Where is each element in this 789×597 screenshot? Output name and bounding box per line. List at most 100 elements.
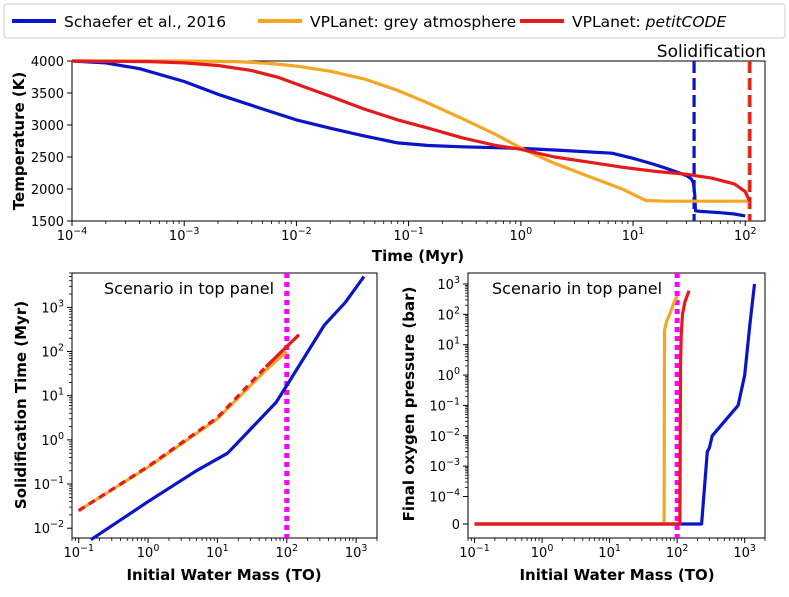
top-series-line: [71, 59, 746, 218]
bl-xtick-label-base: 10: [137, 546, 154, 561]
bl-ytick-label-base: 10: [33, 478, 50, 493]
top-xtick-label-exp: −4: [73, 226, 87, 237]
bl-xtick-label: 101: [206, 543, 229, 561]
bl-ytick-label-exp: 0: [58, 431, 64, 442]
legend-label-petitcode-prefix: VPLanet:: [572, 13, 646, 31]
panel-oxygen-pressure: Initial Water Mass (TO) Final oxygen pre…: [400, 272, 766, 584]
bl-xtick-label-exp: 2: [292, 543, 298, 554]
bl-scenario-annotation: Scenario in top panel: [104, 279, 274, 298]
top-xtick-label-base: 10: [57, 229, 74, 244]
top-xtick-label: 102: [734, 226, 757, 244]
bl-xtick-label-base: 10: [345, 546, 362, 561]
plot-area-bottom-right: [467, 272, 766, 539]
br-ytick-label-exp: −3: [446, 457, 460, 468]
bl-ytick-label-exp: −2: [50, 519, 64, 530]
bl-xlabel: Initial Water Mass (TO): [126, 566, 321, 584]
top-ytick-label: 1500: [31, 215, 64, 230]
br-ytick-label-base: 10: [437, 339, 454, 354]
br-ytick-label-base: 10: [429, 399, 446, 414]
top-series-line: [72, 59, 750, 203]
bl-series-line: [90, 275, 366, 542]
bl-ytick-label-exp: 2: [58, 343, 64, 354]
bl-xtick-label-base: 10: [206, 546, 223, 561]
br-xtick-label: 10−1: [459, 543, 490, 561]
br-ytick-label-base: 10: [429, 430, 446, 445]
top-xtick-label-base: 10: [510, 229, 527, 244]
top-xtick-label-base: 10: [393, 229, 410, 244]
br-scenario-annotation: Scenario in top panel: [492, 279, 662, 298]
bl-ytick-label-exp: 3: [58, 298, 64, 309]
bl-ytick-label-base: 10: [33, 522, 50, 537]
br-ytick-label-base: 0: [452, 518, 460, 533]
top-ytick-label: 2500: [31, 151, 64, 166]
br-xtick-label-exp: 2: [682, 543, 688, 554]
bl-xtick-label: 102: [275, 543, 298, 561]
top-xtick-label-exp: 1: [638, 226, 644, 237]
bl-xtick-label: 10−1: [63, 543, 94, 561]
br-ytick-label-base: 10: [437, 278, 454, 293]
br-ytick-label-exp: 3: [454, 275, 460, 286]
top-xtick-label-exp: −3: [185, 226, 199, 237]
top-ylabel: Temperature (K): [10, 72, 28, 210]
bl-ytick-label: 103: [41, 298, 64, 316]
bl-series-line: [77, 333, 301, 512]
top-xtick-label-base: 10: [169, 229, 186, 244]
bl-ytick-label-exp: −1: [50, 475, 64, 486]
bl-ytick-label-exp: 1: [58, 387, 64, 398]
top-series-line: [71, 59, 752, 203]
top-xtick-label: 10−1: [393, 226, 424, 244]
br-xtick-label-base: 10: [598, 546, 615, 561]
panel-solidification-time: Initial Water Mass (TO) Solidification T…: [12, 272, 378, 584]
br-xtick-label: 103: [733, 543, 756, 561]
top-xtick-label-exp: −2: [298, 226, 312, 237]
top-xtick-label: 10−4: [57, 226, 88, 244]
legend: Schaefer et al., 2016 VPLanet: grey atmo…: [3, 3, 786, 39]
br-xtick-label: 102: [666, 543, 689, 561]
br-ytick-label: 0: [452, 518, 460, 533]
top-xtick-label-exp: 2: [750, 226, 756, 237]
br-xtick-label-exp: 1: [615, 543, 621, 554]
br-series-line: [474, 283, 757, 526]
br-ylabel: Final oxygen pressure (bar): [400, 287, 418, 522]
br-xtick-label: 101: [598, 543, 621, 561]
br-xtick-label: 100: [531, 543, 554, 561]
br-ytick-label: 10−2: [429, 427, 460, 445]
br-ytick-label-exp: −1: [446, 396, 460, 407]
bl-xtick-label-base: 10: [63, 546, 80, 561]
legend-frame: [3, 3, 786, 39]
top-xtick-label: 10−2: [281, 226, 312, 244]
bl-series-line: [77, 350, 288, 512]
bl-ytick-label-base: 10: [41, 390, 58, 405]
bl-ytick-label: 10−2: [33, 519, 64, 537]
br-ytick-label: 100: [437, 366, 460, 384]
top-ytick-label: 3000: [31, 119, 64, 134]
bl-ytick-label-base: 10: [41, 346, 58, 361]
br-ytick-label-exp: −4: [446, 488, 460, 499]
br-ytick-label-exp: 0: [454, 366, 460, 377]
top-xtick-label: 101: [622, 226, 645, 244]
top-xtick-label-base: 10: [281, 229, 298, 244]
bl-xtick-label-base: 10: [275, 546, 292, 561]
br-ytick-label-base: 10: [429, 491, 446, 506]
top-xtick-label: 10−3: [169, 226, 200, 244]
bl-xtick-label-exp: 1: [223, 543, 229, 554]
bl-series-line-tail: [264, 333, 301, 369]
legend-label-schaefer: Schaefer et al., 2016: [64, 13, 226, 31]
bl-xtick-label-exp: 3: [361, 543, 367, 554]
top-xtick-label-base: 10: [622, 229, 639, 244]
legend-label-grey: VPLanet: grey atmosphere: [310, 13, 516, 31]
solidification-annotation: Solidification: [657, 42, 766, 62]
bl-xtick-label: 103: [345, 543, 368, 561]
br-ytick-label-base: 10: [437, 369, 454, 384]
legend-label-petitcode: VPLanet: petitCODE: [572, 13, 726, 31]
br-xtick-label-base: 10: [531, 546, 548, 561]
br-ytick-label: 101: [437, 336, 460, 354]
panel-top-temperature: Time (Myr) Temperature (K) Solidificatio…: [10, 42, 766, 265]
br-ytick-label-exp: −2: [446, 427, 460, 438]
top-ytick-label: 3500: [31, 87, 64, 102]
bl-ytick-label-base: 10: [41, 301, 58, 316]
top-ytick-label: 2000: [31, 183, 64, 198]
bl-ytick-label-base: 10: [41, 434, 58, 449]
br-ytick-label: 103: [437, 275, 460, 293]
bl-ylabel: Solidification Time (Myr): [12, 301, 30, 509]
